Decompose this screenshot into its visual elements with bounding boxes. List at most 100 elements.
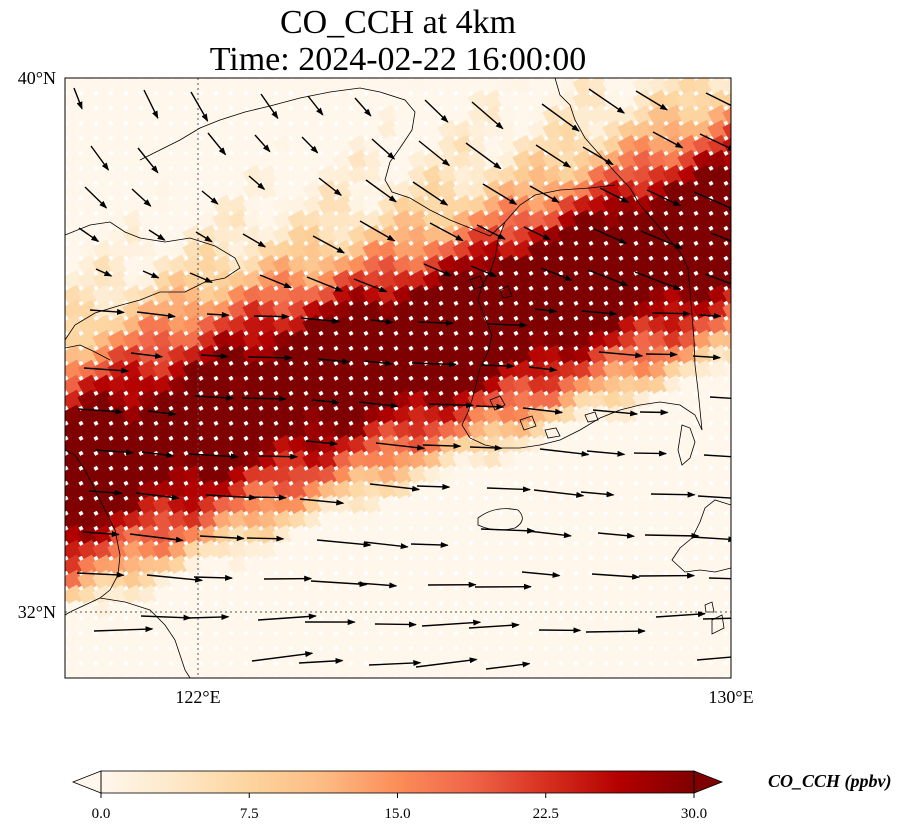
field-cell [587,299,610,322]
field-cell [722,359,731,382]
field-cell [257,89,280,112]
field-cell [482,284,505,307]
field-cell [302,629,325,652]
field-cell [197,599,220,622]
field-cell [287,104,310,127]
wind-arrow [710,232,731,242]
field-cell [242,539,265,562]
field-cell [452,479,475,502]
field-cell [137,359,160,382]
field-cell [302,299,325,322]
field-cell [752,255,774,277]
field-cell [572,509,595,532]
field-cell [422,599,445,622]
field-cell [212,614,235,637]
field-cell [752,585,774,607]
field-cell [752,660,774,682]
field-cell [362,254,385,277]
field-cell [92,45,114,67]
wind-arrow [316,539,372,548]
field-cell [32,405,54,427]
field-cell [692,569,715,592]
field-cell [572,78,595,97]
wind-arrow [131,188,152,207]
field-cell [47,45,69,67]
field-cell [92,629,115,652]
field-cell [167,179,190,202]
field-cell [362,690,384,712]
field-cell [722,119,731,142]
field-cell [242,164,265,187]
field-cell [317,284,340,307]
wind-arrow [260,93,279,120]
field-cell [122,539,145,562]
field-cell [737,345,759,367]
map-title-line1: CO_CCH at 4km [280,4,516,41]
field-cell [572,569,595,592]
wind-arrow [207,132,227,156]
field-cell [707,209,730,232]
field-cell [65,149,85,172]
field-cell [422,314,445,337]
field-cell [32,630,54,652]
field-cell [572,194,595,217]
field-cell [722,344,731,367]
field-cell [437,209,460,232]
field-cell [512,584,535,607]
field-cell [332,78,355,97]
field-cell [287,614,310,637]
field-cell [287,659,310,678]
field-cell [527,690,549,712]
field-cell [65,359,85,382]
field-cell [677,374,700,397]
field-cell [377,494,400,517]
field-cell [422,224,445,247]
field-cell [287,374,310,397]
field-cell [527,629,550,652]
field-cell [332,149,355,172]
field-cell [437,644,460,667]
wind-arrow [421,619,482,627]
field-cell [512,359,535,382]
field-cell [692,659,715,678]
field-cell [77,509,100,532]
field-cell [692,149,715,172]
field-cell [452,374,475,397]
field-cell [662,119,685,142]
field-cell [407,629,430,652]
field-cell [167,104,190,127]
field-cell [512,629,535,652]
field-cell [512,599,535,622]
field-cell [257,659,280,678]
field-cell [587,359,610,382]
field-cell [107,554,130,577]
field-cell [347,299,370,322]
field-cell [347,599,370,622]
field-cell [617,78,640,97]
field-cell [377,659,400,678]
field-cell [32,495,54,517]
field-cell [302,419,325,442]
field-cell [482,539,505,562]
field-cell [167,419,190,442]
field-cell [107,45,129,67]
field-cell [587,164,610,187]
field-cell [362,89,385,112]
field-cell [377,359,400,382]
field-cell [32,330,54,352]
field-cell [242,104,265,127]
field-cell [287,629,310,652]
field-cell [257,314,280,337]
field-cell [362,359,385,382]
field-cell [587,449,610,472]
field-cell [422,464,445,487]
field-cell [617,134,640,157]
field-cell [65,254,85,277]
field-cell [512,539,535,562]
field-cell [242,554,265,577]
field-cell [122,614,145,637]
field-cell [722,314,731,337]
field-cell [302,554,325,577]
field-cell [557,78,580,97]
field-cell [542,614,565,637]
